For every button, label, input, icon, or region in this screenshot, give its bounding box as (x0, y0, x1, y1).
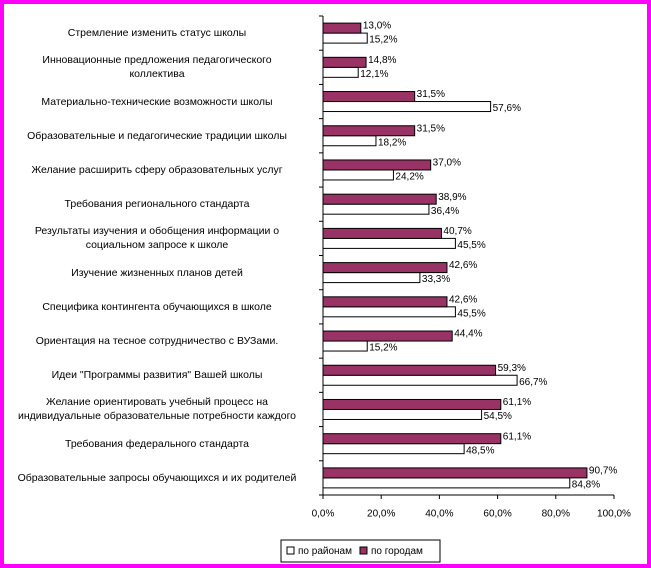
bar (322, 135, 377, 147)
value-label: 57,6% (493, 103, 521, 114)
category-label: Изучение жизненных планов детей (71, 266, 243, 279)
value-label: 38,9% (438, 192, 466, 203)
value-label: 36,4% (431, 206, 459, 217)
bar (322, 306, 456, 318)
bar (322, 340, 368, 352)
value-label: 59,3% (498, 363, 526, 374)
bar (322, 66, 359, 78)
value-label: 61,1% (503, 397, 531, 408)
category-label: Материально-технические возможности школ… (41, 95, 273, 108)
category-label: Требования регионального стандарта (64, 198, 250, 211)
value-label: 13,0% (363, 21, 391, 32)
bar (322, 296, 448, 308)
bar (322, 443, 465, 455)
bar (322, 91, 416, 103)
value-label: 15,2% (369, 35, 397, 46)
value-label: 66,7% (519, 377, 547, 388)
bar (322, 433, 502, 445)
x-tick-label: 60,0% (483, 509, 511, 520)
value-label: 31,5% (417, 89, 445, 100)
value-label: 40,7% (443, 226, 471, 237)
bar (322, 398, 502, 410)
legend-label: по районам (298, 546, 352, 557)
bar (322, 203, 430, 215)
legend-swatch (359, 546, 368, 555)
value-label: 54,5% (484, 411, 512, 422)
category-label: Образовательные запросы обучающихся и их… (17, 471, 297, 484)
value-label: 31,5% (417, 123, 445, 134)
category-label: Стремление изменить статус школы (67, 27, 247, 40)
bar (322, 101, 492, 113)
value-label: 33,3% (422, 274, 450, 285)
bar (322, 262, 448, 274)
x-tick-label: 0,0% (312, 509, 335, 520)
value-label: 90,7% (589, 466, 617, 477)
value-label: 61,1% (503, 431, 531, 442)
x-tick-label: 20,0% (367, 509, 395, 520)
bar (322, 159, 432, 171)
category-label: Идеи "Программы развития" Вашей школы (51, 369, 263, 382)
value-label: 44,4% (454, 329, 482, 340)
bar (322, 467, 588, 479)
category-label: Инновационные предложения педагогическог… (42, 54, 272, 81)
value-label: 48,5% (466, 445, 494, 456)
value-label: 42,6% (449, 294, 477, 305)
category-label: Результаты изучения и обобщения информац… (34, 225, 280, 252)
legend-label: по городам (371, 546, 423, 557)
legend-swatch (286, 546, 295, 555)
bar (322, 330, 453, 342)
bar (322, 408, 483, 420)
bar (322, 169, 394, 181)
bar (322, 22, 362, 34)
value-label: 24,2% (395, 172, 423, 183)
category-label: Желание ориентировать учебный процесс на… (17, 396, 297, 423)
bar (322, 272, 421, 284)
bar (322, 32, 368, 44)
bar (322, 374, 518, 386)
value-label: 45,5% (457, 308, 485, 319)
value-label: 18,2% (378, 137, 406, 148)
category-label: Желание расширить сферу образовательных … (31, 163, 283, 176)
bar (322, 477, 571, 489)
bar (322, 193, 437, 205)
x-tick-label: 40,0% (425, 509, 453, 520)
bar (322, 125, 416, 137)
value-label: 37,0% (433, 158, 461, 169)
category-label: Требования федерального стандарта (65, 437, 249, 450)
value-label: 12,1% (360, 69, 388, 80)
x-tick-label: 80,0% (542, 509, 570, 520)
value-label: 14,8% (368, 55, 396, 66)
value-label: 84,8% (572, 480, 600, 491)
value-label: 45,5% (457, 240, 485, 251)
category-label: Образовательные и педагогические традици… (27, 129, 287, 142)
value-label: 42,6% (449, 260, 477, 271)
value-label: 15,2% (369, 343, 397, 354)
bar (322, 237, 456, 249)
category-label: Ориентация на тесное сотрудничество с ВУ… (35, 335, 279, 348)
bar (322, 364, 497, 376)
bar (322, 227, 442, 239)
bar (322, 56, 367, 68)
x-tick-label: 100,0% (597, 509, 631, 520)
category-label: Специфика контингента обучающихся в школ… (42, 300, 272, 313)
